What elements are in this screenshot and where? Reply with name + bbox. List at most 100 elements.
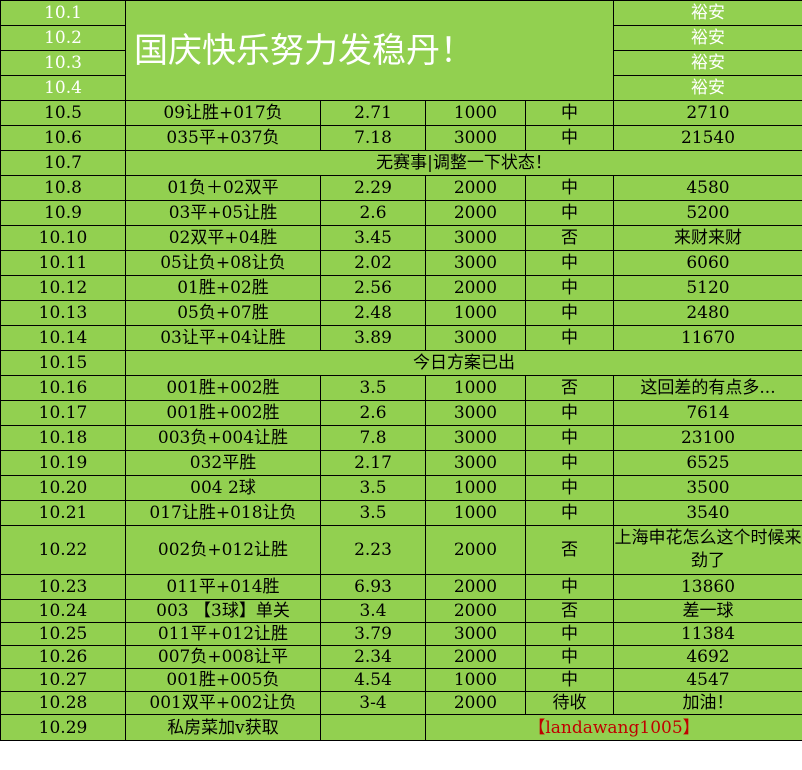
result-cell: 否 bbox=[525, 225, 614, 251]
return-cell: 6525 bbox=[613, 450, 802, 476]
odds-cell: 2.29 bbox=[320, 175, 426, 201]
table-row: 10.13 05负+07胜 2.48 1000 中 2480 bbox=[0, 300, 802, 326]
table-row: 10.16 001胜+002胜 3.5 1000 否这回差的有点多... bbox=[0, 375, 802, 401]
return-cell: 来财来财 bbox=[613, 225, 802, 251]
date-cell: 10.16 bbox=[0, 375, 126, 401]
date-cell: 10.20 bbox=[0, 475, 126, 501]
stake-cell: 2000 bbox=[425, 574, 526, 600]
date-cell: 10.3 bbox=[0, 50, 126, 76]
return-cell: 这回差的有点多... bbox=[613, 375, 802, 401]
pick-cell: 03让平+04让胜 bbox=[125, 325, 321, 351]
return-cell: 4580 bbox=[613, 175, 802, 201]
table-row: 10.15 今日方案已出 bbox=[0, 350, 802, 376]
table-row: 10.19 032平胜 2.17 3000 中 6525 bbox=[0, 450, 802, 476]
pick-cell: 007负+008让平 bbox=[125, 645, 321, 669]
return-cell: 2710 bbox=[613, 100, 802, 126]
pick-cell: 011平+014胜 bbox=[125, 574, 321, 600]
return-cell: 6060 bbox=[613, 250, 802, 276]
table-row: 10.24 003 【3球】单关 3.4 2000 否差一球 bbox=[0, 599, 802, 623]
return-cell: 13860 bbox=[613, 574, 802, 600]
table-row: 10.10 02双平+04胜 3.45 3000 否来财来财 bbox=[0, 225, 802, 251]
odds-cell: 2.6 bbox=[320, 400, 426, 426]
odds-cell: 3.5 bbox=[320, 375, 426, 401]
date-cell: 10.1 bbox=[0, 0, 126, 26]
return-cell: 4547 bbox=[613, 668, 802, 692]
pick-cell: 035平+037负 bbox=[125, 125, 321, 151]
return-cell: 差一球 bbox=[613, 599, 802, 623]
return-cell: 23100 bbox=[613, 425, 802, 451]
pick-cell: 004 2球 bbox=[125, 475, 321, 501]
odds-cell: 2.56 bbox=[320, 275, 426, 301]
date-cell: 10.17 bbox=[0, 400, 126, 426]
pick-cell: 003 【3球】单关 bbox=[125, 599, 321, 623]
table-row: 10.6 035平+037负 7.18 3000 中 21540 bbox=[0, 125, 802, 151]
table-row: 10.18 003负+004让胜 7.8 3000 中 23100 bbox=[0, 425, 802, 451]
table-row: 10.28 001双平+002让负 3-4 2000 待收 加油！ bbox=[0, 691, 802, 715]
result-cell: 中 bbox=[525, 645, 614, 669]
odds-cell: 2.23 bbox=[320, 525, 426, 575]
date-cell: 10.19 bbox=[0, 450, 126, 476]
result-cell: 中 bbox=[525, 100, 614, 126]
result-cell: 中 bbox=[525, 400, 614, 426]
pick-cell: 01负＋02双平 bbox=[125, 175, 321, 201]
odds-cell: 3.5 bbox=[320, 475, 426, 501]
pick-cell: 003负+004让胜 bbox=[125, 425, 321, 451]
table-row: 10.26 007负+008让平 2.34 2000 中 4692 bbox=[0, 645, 802, 669]
date-cell: 10.6 bbox=[0, 125, 126, 151]
note-cell: 裕安 bbox=[613, 25, 802, 51]
stake-cell: 3000 bbox=[425, 125, 526, 151]
stake-cell: 1000 bbox=[425, 375, 526, 401]
footer-row: 10.29 私房菜加v获取 【landawang1005】 bbox=[0, 714, 802, 741]
result-cell: 中 bbox=[525, 425, 614, 451]
result-cell: 中 bbox=[525, 500, 614, 526]
table-row: 10.5 09让胜+017负 2.71 1000 中 2710 bbox=[0, 100, 802, 126]
result-cell: 否 bbox=[525, 375, 614, 401]
betting-record-table: 10.1 国庆快乐努力发稳丹！ 裕安 10.2 裕安 10.3 裕安 10.4 裕安 10.5 09… bbox=[0, 0, 802, 741]
date-cell: 10.23 bbox=[0, 574, 126, 600]
return-cell: 7614 bbox=[613, 400, 802, 426]
result-cell: 中 bbox=[525, 325, 614, 351]
table-row: 10.21 017让胜+018让负 3.5 1000 中 3540 bbox=[0, 500, 802, 526]
date-cell: 10.4 bbox=[0, 75, 126, 101]
result-cell: 中 bbox=[525, 668, 614, 692]
table-row: 10.11 05让负+08让负 2.02 3000 中 6060 bbox=[0, 250, 802, 276]
stake-cell: 3000 bbox=[425, 425, 526, 451]
result-cell: 中 bbox=[525, 622, 614, 646]
pick-cell: 001胜+002胜 bbox=[125, 400, 321, 426]
result-cell: 中 bbox=[525, 275, 614, 301]
date-cell: 10.10 bbox=[0, 225, 126, 251]
date-cell: 10.13 bbox=[0, 300, 126, 326]
result-cell: 中 bbox=[525, 175, 614, 201]
stake-cell: 3000 bbox=[425, 325, 526, 351]
stake-cell: 2000 bbox=[425, 645, 526, 669]
table-row: 10.27 001胜+005负 4.54 1000 中 4547 bbox=[0, 668, 802, 692]
stake-cell: 3000 bbox=[425, 250, 526, 276]
odds-cell: 3.5 bbox=[320, 500, 426, 526]
result-cell: 中 bbox=[525, 300, 614, 326]
stake-cell: 1000 bbox=[425, 668, 526, 692]
odds-cell: 2.34 bbox=[320, 645, 426, 669]
date-cell: 10.7 bbox=[0, 150, 126, 176]
table-row: 10.9 03平+05让胜 2.6 2000 中 5200 bbox=[0, 200, 802, 226]
result-cell: 中 bbox=[525, 574, 614, 600]
stake-cell: 2000 bbox=[425, 275, 526, 301]
result-cell: 否 bbox=[525, 525, 614, 575]
pick-cell: 002负+012让胜 bbox=[125, 525, 321, 575]
date-cell: 10.26 bbox=[0, 645, 126, 669]
table-row: 10.25 011平+012让胜 3.79 3000 中 11384 bbox=[0, 622, 802, 646]
result-cell: 中 bbox=[525, 125, 614, 151]
result-cell: 中 bbox=[525, 475, 614, 501]
odds-cell: 7.8 bbox=[320, 425, 426, 451]
note-cell: 裕安 bbox=[613, 0, 802, 26]
stake-cell: 3000 bbox=[425, 225, 526, 251]
pick-cell: 01胜+02胜 bbox=[125, 275, 321, 301]
table-row: 10.8 01负＋02双平 2.29 2000 中 4580 bbox=[0, 175, 802, 201]
result-cell: 中 bbox=[525, 450, 614, 476]
merged-note-cell: 今日方案已出 bbox=[125, 350, 802, 376]
stake-cell: 2000 bbox=[425, 175, 526, 201]
result-cell: 待收 bbox=[525, 691, 614, 715]
merged-note-cell: 无赛事|调整一下状态！ bbox=[125, 150, 802, 176]
odds-cell: 2.71 bbox=[320, 100, 426, 126]
result-cell: 中 bbox=[525, 250, 614, 276]
return-cell: 5200 bbox=[613, 200, 802, 226]
